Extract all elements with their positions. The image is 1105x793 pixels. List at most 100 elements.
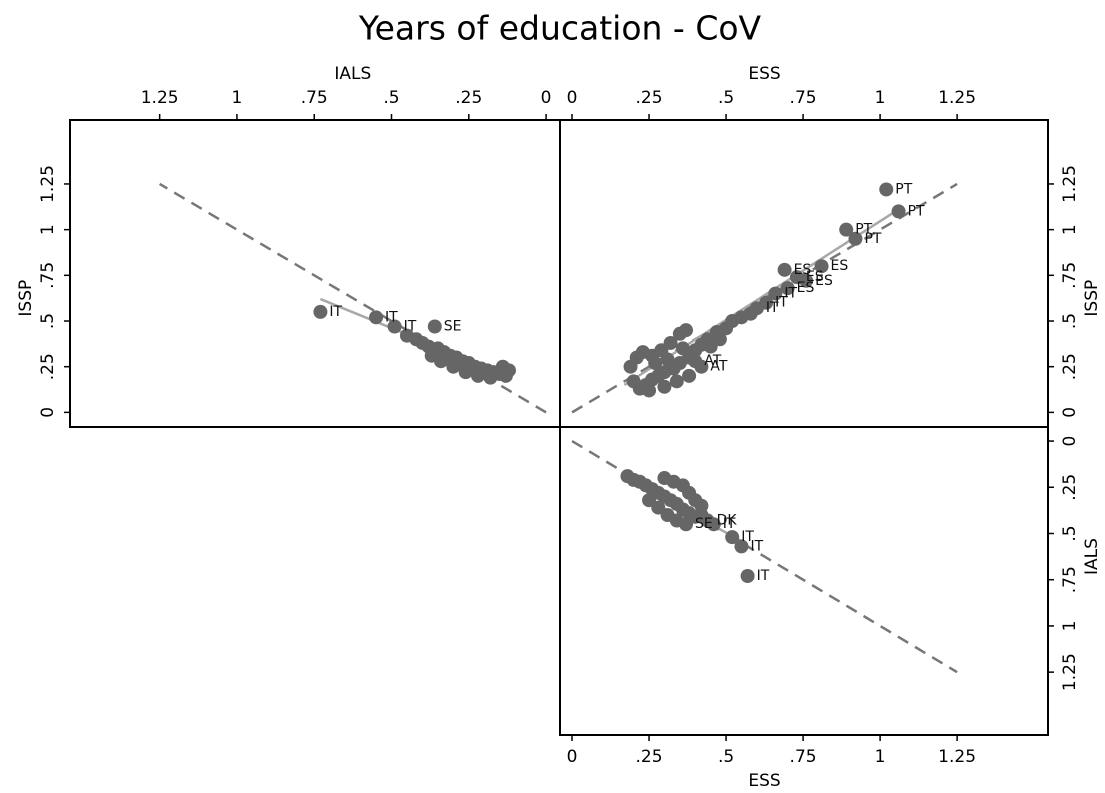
chart-title: Years of education - CoV (358, 9, 762, 48)
point (780, 281, 795, 296)
point-label: ES (797, 280, 815, 296)
point (648, 356, 663, 371)
x-tick-label: 0 (541, 88, 552, 108)
y-tick-label: .5 (38, 313, 58, 329)
y-axis-title: ISSP (16, 280, 36, 317)
y-tick-label: 1 (1060, 621, 1080, 632)
x-axis-title: IALS (334, 64, 371, 84)
point (669, 374, 684, 389)
point (712, 332, 727, 347)
x-tick-label: 1 (875, 747, 886, 767)
point-label: IT (757, 568, 770, 584)
point-label: SE (444, 318, 462, 334)
point-label: IT (775, 295, 788, 311)
point-label: ES (806, 269, 824, 285)
point (642, 383, 657, 398)
point (471, 368, 486, 383)
point-label: IT (750, 538, 763, 554)
point-label: ES (831, 258, 849, 274)
y-tick-label: .75 (1060, 262, 1080, 289)
point (682, 368, 697, 383)
y-axis-title: ISSP (1082, 280, 1102, 317)
point (706, 517, 721, 532)
x-tick-label: .75 (301, 88, 328, 108)
x-tick-label: .25 (636, 747, 663, 767)
point (768, 286, 783, 301)
point (675, 341, 690, 356)
y-tick-label: 0 (1060, 436, 1080, 447)
y-tick-label: .5 (1060, 313, 1080, 329)
point (848, 231, 863, 246)
point-label: IT (404, 318, 417, 334)
x-tick-label: .75 (790, 747, 817, 767)
plot-area (571, 182, 958, 414)
point (694, 498, 709, 513)
plot-area (571, 439, 958, 674)
x-tick-label: 1 (875, 88, 886, 108)
point (369, 310, 384, 325)
point (679, 323, 694, 338)
point (501, 363, 516, 378)
y-tick-label: .75 (1060, 566, 1080, 593)
y-tick-label: .25 (38, 353, 58, 380)
point-label: IT (329, 304, 342, 320)
x-tick-label: .25 (455, 88, 482, 108)
point (483, 370, 498, 385)
y-tick-label: 1 (1060, 224, 1080, 235)
point (458, 365, 473, 380)
point-label: IT (723, 516, 736, 532)
y-tick-label: .75 (38, 262, 58, 289)
point-label: IT (385, 309, 398, 325)
point (879, 182, 894, 197)
x-tick-label: 1.25 (938, 747, 976, 767)
point (799, 273, 814, 288)
y-tick-label: 1.25 (38, 165, 58, 203)
reference-line (159, 182, 547, 414)
y-tick-label: .25 (1060, 353, 1080, 380)
point-label: PT (895, 181, 912, 197)
point (734, 539, 749, 554)
point-label: SE (695, 516, 713, 532)
point-label: DK (717, 513, 738, 529)
point-label: PT (864, 231, 881, 247)
y-tick-label: 1.25 (1060, 653, 1080, 691)
plot-area (159, 182, 547, 414)
x-tick-label: 1.25 (141, 88, 179, 108)
point-label: PT (855, 222, 872, 238)
point-label: AT (710, 359, 727, 375)
point (814, 259, 829, 274)
point (679, 517, 694, 532)
x-tick-label: 1 (232, 88, 243, 108)
point (446, 359, 461, 374)
point (891, 204, 906, 219)
x-axis-title: ESS (748, 771, 780, 791)
point-label: IT (766, 300, 779, 316)
x-tick-label: .5 (383, 88, 399, 108)
x-tick-label: .5 (718, 747, 734, 767)
x-axis-title: ESS (748, 64, 780, 84)
reference-line (571, 439, 958, 674)
point (777, 262, 792, 277)
point-label: IT (741, 529, 754, 545)
point (427, 319, 442, 334)
point-label: ES (815, 273, 833, 289)
point (740, 569, 755, 584)
point-label: AT (704, 353, 721, 369)
y-tick-label: .5 (1060, 525, 1080, 541)
point (694, 359, 709, 374)
point (387, 319, 402, 334)
point-label: ES (794, 262, 812, 278)
point (424, 348, 439, 363)
point-label: PT (908, 203, 925, 219)
point (626, 374, 641, 389)
point (663, 335, 678, 350)
x-tick-label: .75 (790, 88, 817, 108)
point (725, 530, 740, 545)
point (839, 222, 854, 237)
y-tick-label: 1 (38, 224, 58, 235)
x-tick-label: .5 (718, 88, 734, 108)
x-tick-label: 1.25 (938, 88, 976, 108)
point-label: IT (784, 286, 797, 302)
x-tick-label: 0 (567, 747, 578, 767)
